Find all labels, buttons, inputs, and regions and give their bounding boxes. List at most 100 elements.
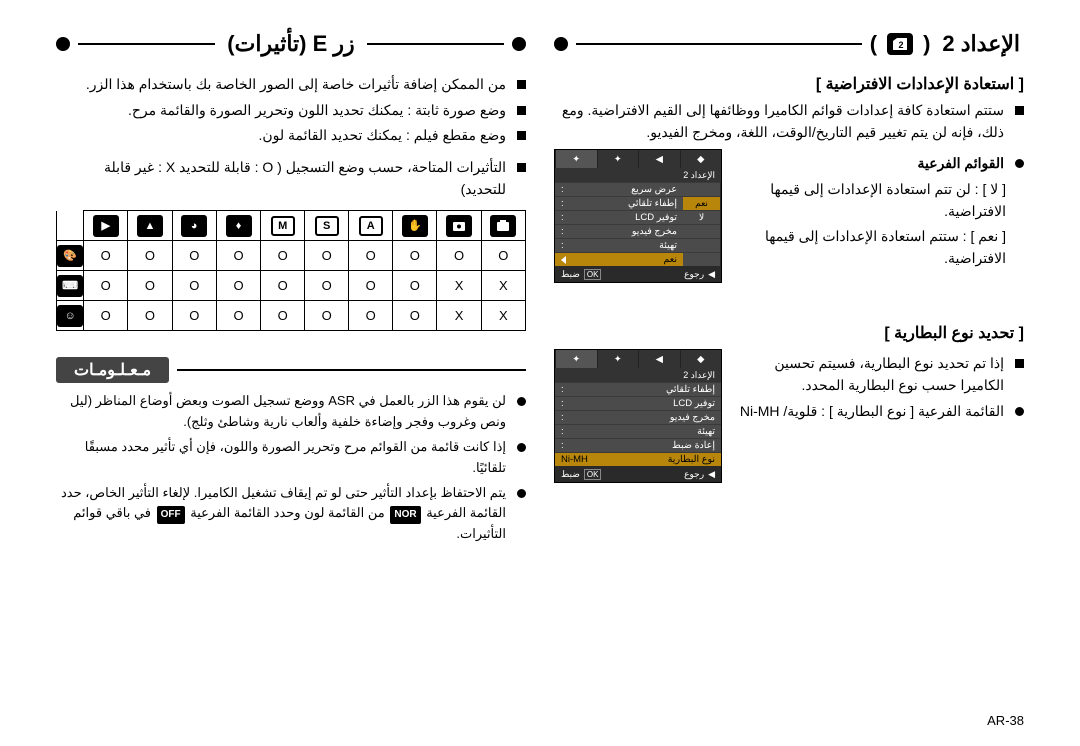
battery-desc: إذا تم تحديد نوع البطارية، فسيتم تحسين ا… — [732, 353, 1004, 396]
header-line — [576, 43, 862, 45]
eff-p4: التأثيرات المتاحة، حسب وضع التسجيل ( O :… — [56, 157, 506, 200]
row-fun-icon: ☺ — [57, 305, 83, 327]
row-edit: XXOOOOOOOO ⌨ — [57, 271, 526, 301]
square-bullet — [1010, 100, 1024, 143]
eff-p2: وضع صورة ثابتة : يمكنك تحديد اللون وتحري… — [56, 100, 506, 122]
menu-tab-camera-icon: ◆ — [680, 150, 722, 168]
menu1-body: نعم لا عرض سريع: إطفاء تلقائي: توفير LCD… — [555, 182, 721, 266]
info-i2: إذا كانت قائمة من القوائم مرح وتحرير الص… — [56, 437, 506, 479]
battery-text: إذا تم تحديد نوع البطارية، فسيتم تحسين ا… — [732, 349, 1024, 426]
menu1-item-1: إطفاء تلقائي: — [555, 196, 683, 210]
menu1-side-no: لا — [683, 210, 720, 224]
mode-portrait-icon: ◕ — [181, 215, 207, 237]
header-dot — [554, 37, 568, 51]
info-head: مـعـلـومـات — [56, 357, 526, 383]
menu1-item-2: توفير LCD: — [555, 210, 683, 224]
info-i3: يتم الاحتفاظ بإعداد التأثير حتى لو تم إي… — [56, 483, 506, 546]
eff-p2-row: وضع صورة ثابتة : يمكنك تحديد اللون وتحري… — [56, 100, 526, 122]
header-line-l2 — [78, 43, 215, 45]
mode-s-icon: S — [315, 216, 339, 236]
menu2-body: إطفاء تلقائي: توفير LCD: مخرج فيديو: تهي… — [555, 382, 721, 466]
mode-auto-icon — [490, 215, 516, 237]
mode-program-icon — [446, 215, 472, 237]
effects-title: زر E (تأثيرات) — [223, 31, 358, 57]
reset-defaults-heading: [ استعادة الإعدادات الافتراضية ] — [554, 74, 1024, 94]
menu2-list: إطفاء تلقائي: توفير LCD: مخرج فيديو: تهي… — [555, 382, 721, 466]
reset-desc: ستتم استعادة كافة إعدادات قوائم الكاميرا… — [554, 100, 1004, 143]
menu2-item-1: توفير LCD: — [555, 396, 721, 410]
mode-scene-icon: ♦ — [226, 215, 252, 237]
battery-submenu-row: القائمة الفرعية [ نوع البطارية ] : قلوية… — [732, 401, 1024, 423]
menu-tabs-2: ◆ ◀ ✦ ✦ — [555, 350, 721, 368]
eff-p4-row: التأثيرات المتاحة، حسب وضع التسجيل ( O :… — [56, 157, 526, 200]
opt-no-row: [ لا ] : لن تتم استعادة الإعدادات إلى قي… — [732, 179, 1024, 222]
row-edit-icon: ⌨ — [57, 275, 83, 297]
info-title: مـعـلـومـات — [56, 357, 169, 383]
header-dot-l2 — [56, 37, 70, 51]
effects-header: زر E (تأثيرات) — [56, 28, 526, 60]
setup2-badge-icon: 2 — [887, 33, 913, 55]
effects-table-wrap: ✋ A S M ♦ ◕ ▲ ▶ OOOOOOOOOO 🎨 XXOOOOOOOO … — [56, 210, 526, 331]
menu2-item-0: إطفاء تلقائي: — [555, 382, 721, 396]
reset-desc-row: ستتم استعادة كافة إعدادات قوائم الكاميرا… — [554, 100, 1024, 143]
menu2-item-4: إعادة ضبط: — [555, 438, 721, 452]
mode-landscape-icon: ▲ — [137, 215, 163, 237]
info-body: لن يقوم هذا الزر بالعمل في ASR ووضع تسجي… — [56, 391, 526, 545]
menu-tab-sound-icon: ◀ — [638, 150, 680, 168]
menu-panel-battery: ◆ ◀ ✦ ✦ الإعداد 2 إطفاء تلقائي: توفير LC… — [554, 349, 722, 483]
battery-wrap: إذا تم تحديد نوع البطارية، فسيتم تحسين ا… — [554, 349, 1024, 483]
eff-p3: وضع مقطع فيلم : يمكنك تحديد القائمة لون. — [56, 125, 506, 147]
menu1-item-4: تهيئة: — [555, 238, 683, 252]
effects-table: ✋ A S M ♦ ◕ ▲ ▶ OOOOOOOOOO 🎨 XXOOOOOOOO … — [56, 210, 526, 331]
circle-bullet-2 — [1010, 401, 1024, 423]
menu-tabs-1: ◆ ◀ ✦ ✦ — [555, 150, 721, 168]
menu1-side-yes: نعم — [683, 196, 720, 210]
row-color: OOOOOOOOOO 🎨 — [57, 241, 526, 271]
battery-desc-row: إذا تم تحديد نوع البطارية، فسيتم تحسين ا… — [732, 353, 1024, 396]
page-root: الإعداد 2 ( 2 ) [ استعادة الإعدادات الاف… — [56, 28, 1024, 549]
menu2-foot: ◀رجوع OKضبط — [555, 466, 721, 482]
menu-tab-setup1-icon: ✦ — [597, 150, 639, 168]
off-badge: OFF — [157, 506, 185, 524]
menu1-list: عرض سريع: إطفاء تلقائي: توفير LCD: مخرج … — [555, 182, 683, 266]
menu1-back: رجوع — [684, 269, 704, 280]
square-bullet-2 — [1010, 353, 1024, 396]
menu1-title: الإعداد 2 — [555, 168, 721, 182]
menu1-ok: ضبط — [561, 269, 580, 280]
menu2-title: الإعداد 2 — [555, 368, 721, 382]
row-fun: XXOOOOOOOO ☺ — [57, 301, 526, 331]
menu1-item-5: نعم — [555, 252, 683, 266]
paren-close: ) — [870, 31, 877, 57]
setup2-title: الإعداد 2 — [938, 31, 1024, 57]
left-column: زر E (تأثيرات) من الممكن إضافة تأثيرات خ… — [56, 28, 526, 549]
menu1-foot: ◀رجوع OKضبط — [555, 266, 721, 282]
page-number: AR-38 — [987, 713, 1024, 728]
row-color-icon: 🎨 — [57, 245, 83, 267]
svg-text:2: 2 — [899, 40, 904, 50]
info-i3-row: يتم الاحتفاظ بإعداد التأثير حتى لو تم إي… — [56, 483, 526, 546]
menu-panel-reset: ◆ ◀ ✦ ✦ الإعداد 2 نعم لا — [554, 149, 722, 283]
opt-yes-row: [ نعم ] : ستتم استعادة الإعدادات إلى قيم… — [732, 226, 1024, 269]
submenus-row: القوائم الفرعية — [732, 153, 1024, 175]
mode-m-icon: M — [271, 216, 295, 236]
menu2-back: رجوع — [684, 469, 704, 480]
battery-submenu: القائمة الفرعية [ نوع البطارية ] : قلوية… — [732, 401, 1004, 423]
menu1-item-3: مخرج فيديو: — [555, 224, 683, 238]
paren-open: ( — [923, 31, 930, 57]
mode-a-icon: A — [359, 216, 383, 236]
eff-p3-row: وضع مقطع فيلم : يمكنك تحديد القائمة لون. — [56, 125, 526, 147]
submenus-label: القوائم الفرعية — [732, 153, 1004, 175]
menu1-side: نعم لا — [683, 182, 721, 266]
opt-no: [ لا ] : لن تتم استعادة الإعدادات إلى قي… — [732, 179, 1006, 222]
header-dot-l — [512, 37, 526, 51]
nor-badge: NOR — [390, 506, 420, 524]
info-box: مـعـلـومـات لن يقوم هذا الزر بالعمل في A… — [56, 357, 526, 545]
header-line-l — [367, 43, 504, 45]
reset-options-wrap: القوائم الفرعية [ لا ] : لن تتم استعادة … — [554, 149, 1024, 283]
opt-yes: [ نعم ] : ستتم استعادة الإعدادات إلى قيم… — [732, 226, 1006, 269]
eff-p1-row: من الممكن إضافة تأثيرات خاصة إلى الصور ا… — [56, 74, 526, 96]
mode-asr-icon: ✋ — [402, 215, 428, 237]
eff-p1: من الممكن إضافة تأثيرات خاصة إلى الصور ا… — [56, 74, 506, 96]
battery-heading: [ تحديد نوع البطارية ] — [554, 323, 1024, 343]
circle-bullet — [1010, 153, 1024, 175]
